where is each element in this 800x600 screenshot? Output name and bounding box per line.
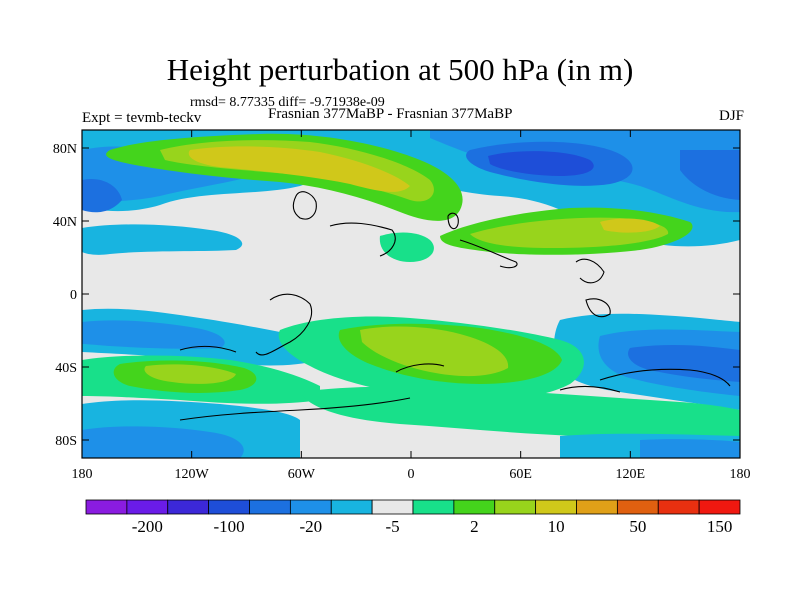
colorbar-swatch: [371, 499, 414, 515]
colorbar-swatch: [249, 499, 291, 515]
x-tick-label: 120W: [175, 467, 210, 482]
y-tick-label: 40S: [55, 361, 77, 376]
colorbar-swatch: [576, 499, 618, 515]
season-label: DJF: [718, 108, 744, 124]
colorbar-swatch: [453, 499, 496, 515]
colorbar-swatch: [85, 499, 128, 515]
colorbar-swatch: [289, 499, 332, 515]
colorbar: -200 -100 -20 -5 2 10 50 150: [85, 499, 741, 536]
experiment-label: Expt = tevmb-teckv: [82, 110, 202, 126]
x-tick-label: 120E: [616, 467, 646, 482]
axis-ticks: 80N 40N 0 40S 80S 180 120W 60W 0 60E 120E 180: [53, 130, 751, 482]
y-tick-label: 80S: [55, 434, 77, 449]
colorbar-swatch: [494, 499, 537, 515]
colorbar-label: -20: [299, 517, 322, 536]
colorbar-swatch: [330, 499, 373, 515]
map-contours: [82, 130, 740, 458]
colorbar-swatch: [208, 499, 250, 515]
colorbar-label: 2: [470, 517, 479, 536]
colorbar-swatch: [698, 499, 741, 515]
colorbar-swatch: [126, 499, 169, 515]
stats-line: rmsd= 8.77335 diff= -9.71938e-09: [190, 95, 385, 110]
y-tick-label: 0: [70, 288, 77, 303]
colorbar-label: 50: [629, 517, 646, 536]
colorbar-swatch: [616, 499, 659, 515]
x-tick-label: 180: [730, 467, 751, 482]
colorbar-label: -200: [132, 517, 163, 536]
y-tick-label: 40N: [53, 215, 77, 230]
colorbar-swatch: [167, 499, 210, 515]
colorbar-swatch: [412, 499, 455, 515]
x-tick-label: 180: [72, 467, 93, 482]
colorbar-swatch: [535, 499, 577, 515]
page-title: Height perturbation at 500 hPa (in m): [166, 52, 634, 87]
colorbar-label: -5: [385, 517, 399, 536]
colorbar-label: 10: [548, 517, 565, 536]
subtitle: Frasnian 377MaBP - Frasnian 377MaBP: [268, 106, 513, 122]
x-tick-label: 60W: [288, 467, 316, 482]
y-tick-label: 80N: [53, 142, 77, 157]
colorbar-label: -100: [213, 517, 244, 536]
colorbar-swatch: [657, 499, 700, 515]
x-tick-label: 60E: [509, 467, 532, 482]
colorbar-label: 150: [707, 517, 733, 536]
x-tick-label: 0: [408, 467, 415, 482]
coastline-outlines: [179, 191, 731, 421]
